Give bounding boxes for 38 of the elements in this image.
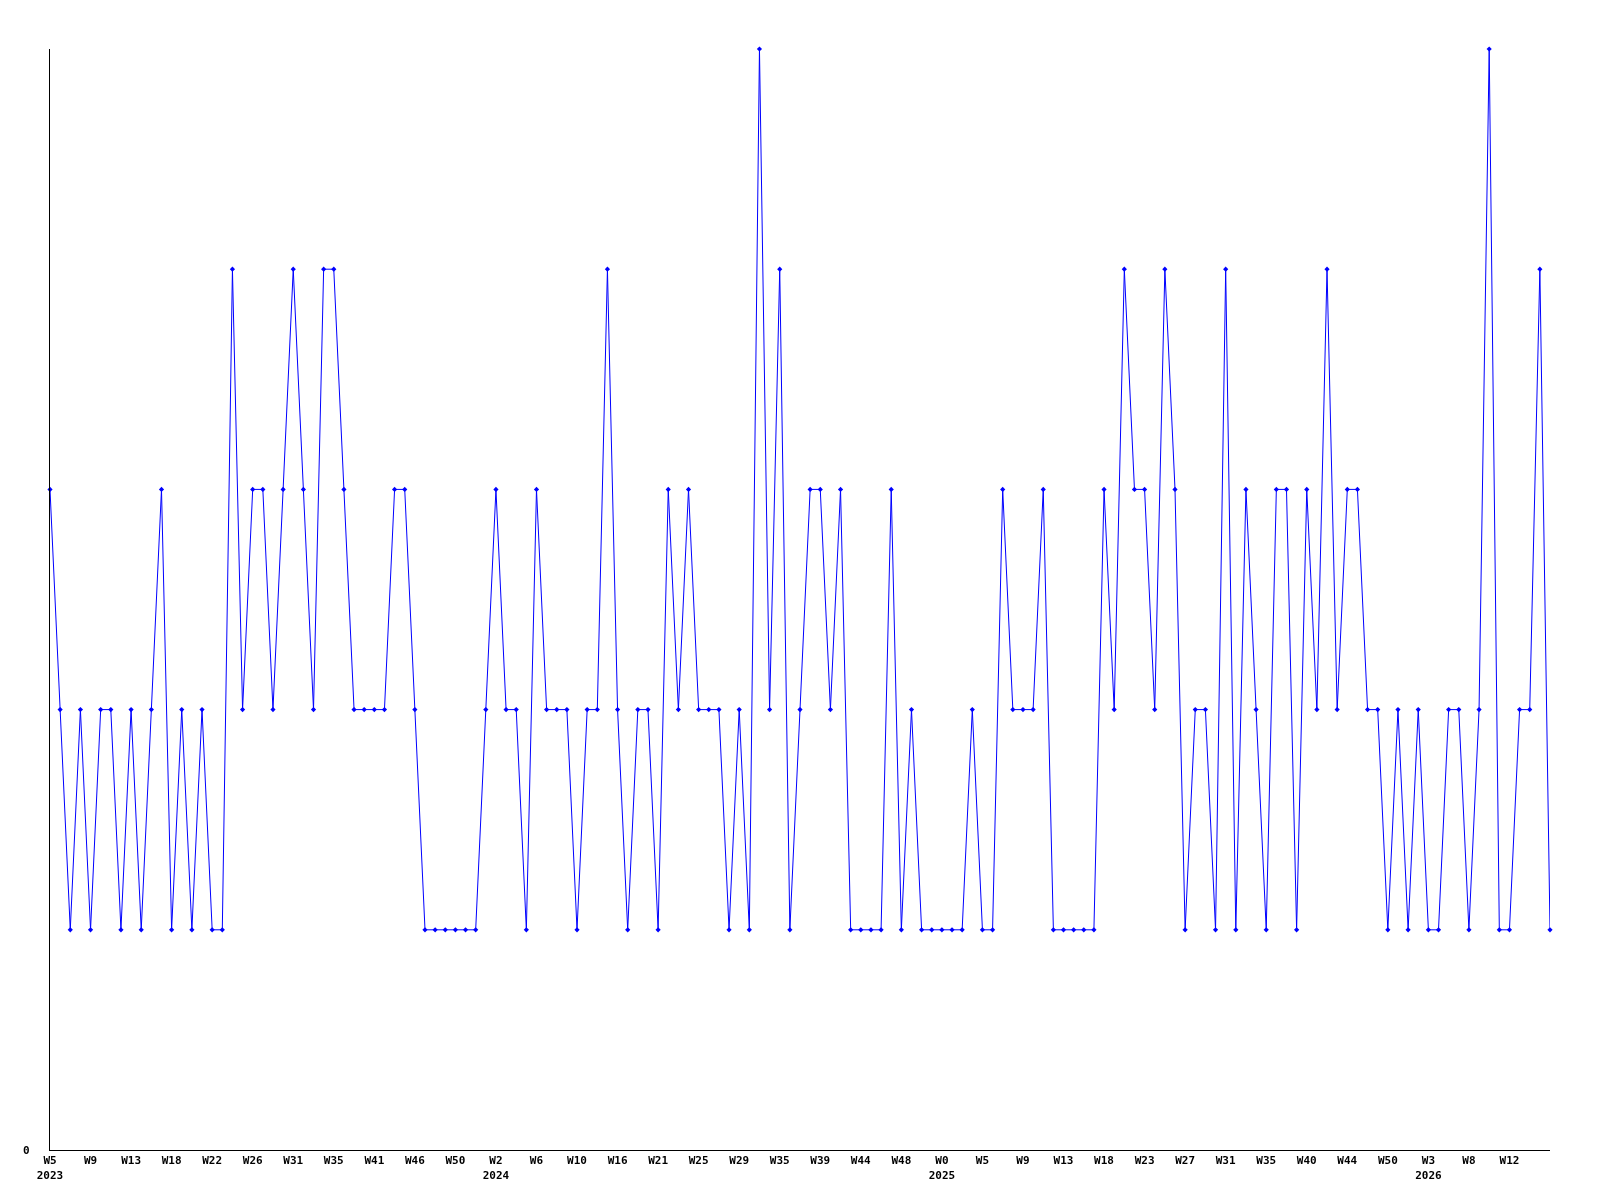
x-tick-label: W35 <box>769 1154 790 1168</box>
x-tick-label: W13 <box>1053 1154 1074 1168</box>
x-tick-label: W23 <box>1134 1154 1155 1168</box>
x-tick-label: W26 <box>242 1154 264 1168</box>
x-tick-label: W5 <box>975 1154 990 1168</box>
x-tick-label: W39 <box>810 1154 831 1168</box>
x-tick-label: W50 <box>445 1154 466 1168</box>
x-tick-label: W35 <box>323 1154 344 1168</box>
x-tick-label: W10 <box>567 1154 587 1168</box>
x-tick-label: W13 <box>121 1154 142 1168</box>
x-tick-label: W18 <box>1094 1154 1114 1168</box>
x-tick-label: W31 <box>1215 1154 1236 1168</box>
x-tick-label: W44 <box>1337 1154 1358 1168</box>
x-tick-label: W31 <box>283 1154 304 1168</box>
x-tick-label: W50 <box>1377 1154 1398 1168</box>
x-tick-label: W35 <box>1256 1154 1277 1168</box>
x-tick-label: W21 <box>648 1154 669 1168</box>
x-tick-label: W0 2025 <box>928 1154 956 1182</box>
x-tick-label: W5 2023 <box>36 1154 64 1182</box>
x-tick-label: W27 <box>1175 1154 1196 1168</box>
x-tick-label: W25 <box>688 1154 709 1168</box>
x-tick-label: W9 <box>1016 1154 1030 1168</box>
x-tick-label: W6 <box>529 1154 544 1168</box>
x-tick-label: W12 <box>1499 1154 1520 1168</box>
x-tick-label: W48 <box>891 1154 912 1168</box>
x-tick-label: W9 <box>83 1154 98 1168</box>
x-tick-label: W16 <box>607 1154 628 1168</box>
x-tick-label: W22 <box>202 1154 223 1168</box>
x-tick-label: W3 2026 <box>1415 1154 1442 1182</box>
text: 0 <box>23 1144 30 1157</box>
x-tick-label: W40 <box>1296 1154 1317 1168</box>
x-tick-label: W8 <box>1462 1154 1476 1168</box>
x-tick-label: W46 <box>404 1154 426 1168</box>
x-tick-label: W18 <box>161 1154 182 1168</box>
x-tick-label: W44 <box>850 1154 872 1168</box>
x-tick-label: W2 2024 <box>482 1154 510 1182</box>
x-tick-label: W41 <box>364 1154 385 1168</box>
x-tick-label: W29 <box>729 1154 750 1168</box>
